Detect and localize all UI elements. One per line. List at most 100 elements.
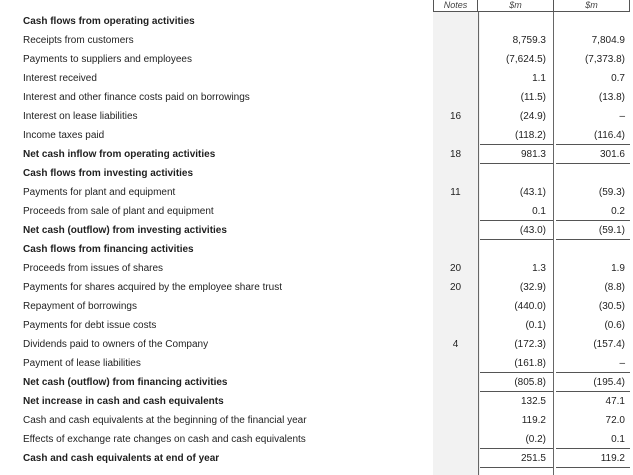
row-prior-value: (0.6) (604, 320, 625, 331)
row-current-value: (172.3) (514, 339, 546, 350)
subtotal-rule (556, 239, 630, 240)
subtotal-rule (480, 144, 553, 145)
row-prior-value: 7,804.9 (591, 35, 625, 46)
row-label: Cash flows from operating activities (23, 16, 195, 27)
row-label: Receipts from customers (23, 35, 134, 46)
row-current-value: (24.9) (519, 111, 546, 122)
row-prior-value: 119.2 (600, 453, 625, 464)
row-label: Income taxes paid (23, 130, 105, 141)
statement-row-cash-and-cash-equivalents-at-end-of-year: Cash and cash equivalents at end of year… (0, 449, 633, 468)
subtotal-rule (480, 220, 553, 221)
row-current-value: 981.3 (520, 149, 546, 160)
statement-row-interest-and-other-finance-costs-paid-on-borrowings: Interest and other finance costs paid on… (0, 88, 633, 107)
statement-row-payment-of-lease-liabilities: Payment of lease liabilities (161.8) – (0, 354, 633, 373)
statement-row-cash-flows-from-investing-activities: Cash flows from investing activities (0, 164, 633, 183)
statement-row-effects-of-exchange-rate-changes-on-cash-and-cash-equivalents: Effects of exchange rate changes on cash… (0, 430, 633, 449)
row-prior-value: – (619, 358, 625, 369)
row-prior-value: (116.4) (594, 130, 625, 141)
row-note-ref: 18 (449, 149, 462, 160)
subtotal-rule (480, 163, 553, 164)
statement-row-dividends-paid-to-owners-of-the-company: Dividends paid to owners of the Company 4… (0, 335, 633, 354)
statement-row-net-increase-in-cash-and-cash-equivalents: Net increase in cash and cash equivalent… (0, 392, 633, 411)
row-prior-value: 72.0 (605, 415, 625, 426)
statement-row-cash-flows-from-financing-activities: Cash flows from financing activities (0, 240, 633, 259)
row-label: Net cash (outflow) from financing activi… (23, 377, 228, 388)
row-prior-value: (59.3) (598, 187, 625, 198)
row-prior-value: 1.9 (611, 263, 625, 274)
notes-column-header: Notes (433, 0, 478, 12)
row-note-ref: 20 (449, 263, 462, 274)
row-prior-value: 0.7 (611, 73, 625, 84)
row-label: Proceeds from issues of shares (23, 263, 164, 274)
current-column-left-border (478, 12, 479, 475)
statement-row-payments-to-suppliers-and-employees: Payments to suppliers and employees (7,62… (0, 50, 633, 69)
prior-year-column-header: $m (554, 0, 630, 12)
row-label: Cash and cash equivalents at the beginni… (23, 415, 307, 426)
subtotal-rule (556, 220, 630, 221)
row-prior-value: (30.5) (598, 301, 625, 312)
row-prior-value: 0.2 (611, 206, 625, 217)
statement-row-net-cash-outflow-from-financing-activities: Net cash (outflow) from financing activi… (0, 373, 633, 392)
row-label: Net increase in cash and cash equivalent… (23, 396, 224, 407)
row-current-value: (118.2) (515, 130, 546, 141)
row-current-value: (440.0) (514, 301, 546, 312)
row-label: Interest received (23, 73, 97, 84)
row-current-value: (32.9) (519, 282, 546, 293)
statement-row-receipts-from-customers: Receipts from customers 8,759.3 7,804.9 (0, 31, 633, 50)
row-current-value: (11.5) (520, 92, 546, 103)
subtotal-rule (556, 372, 630, 373)
row-label: Cash and cash equivalents at end of year (23, 453, 220, 464)
row-current-value: 8,759.3 (512, 35, 546, 46)
statement-row-repayment-of-borrowings: Repayment of borrowings (440.0) (30.5) (0, 297, 633, 316)
row-label: Net cash inflow from operating activitie… (23, 149, 216, 160)
statement-row-interest-on-lease-liabilities: Interest on lease liabilities 16 (24.9) – (0, 107, 633, 126)
row-label: Payments for plant and equipment (23, 187, 176, 198)
current-column-shading (478, 12, 480, 475)
row-current-value: (43.1) (519, 187, 546, 198)
statement-row-payments-for-shares-acquired-by-the-employee-share-trust: Payments for shares acquired by the empl… (0, 278, 633, 297)
subtotal-rule (480, 391, 553, 392)
row-current-value: 119.2 (521, 415, 546, 426)
row-prior-value: – (619, 111, 625, 122)
statement-row-payments-for-debt-issue-costs: Payments for debt issue costs (0.1) (0.6) (0, 316, 633, 335)
row-prior-value: (59.1) (598, 225, 625, 236)
row-note-ref: 11 (450, 187, 461, 198)
row-prior-value: (8.8) (604, 282, 625, 293)
row-current-value: 251.5 (520, 453, 546, 464)
row-label: Dividends paid to owners of the Company (23, 339, 209, 350)
statement-row-cash-and-cash-equivalents-at-the-beginning-of-the-financial-year: Cash and cash equivalents at the beginni… (0, 411, 633, 430)
statement-row-proceeds-from-sale-of-plant-and-equipment: Proceeds from sale of plant and equipmen… (0, 202, 633, 221)
subtotal-rule (556, 391, 630, 392)
row-prior-value: 47.1 (605, 396, 625, 407)
row-label: Effects of exchange rate changes on cash… (23, 434, 306, 445)
subtotal-rule (556, 163, 630, 164)
row-current-value: (43.0) (519, 225, 546, 236)
row-prior-value: (7,373.8) (584, 54, 625, 65)
subtotal-rule (480, 448, 553, 449)
current-year-column-header: $m (478, 0, 554, 12)
statement-row-net-cash-inflow-from-operating-activities: Net cash inflow from operating activitie… (0, 145, 633, 164)
row-prior-value: 0.1 (611, 434, 625, 445)
statement-row-proceeds-from-issues-of-shares: Proceeds from issues of shares 20 1.3 1.9 (0, 259, 633, 278)
row-note-ref: 16 (449, 111, 462, 122)
row-label: Net cash (outflow) from investing activi… (23, 225, 227, 236)
row-label: Proceeds from sale of plant and equipmen… (23, 206, 214, 217)
row-label: Payments for debt issue costs (23, 320, 157, 331)
row-current-value: (7,624.5) (505, 54, 546, 65)
row-current-value: (0.2) (525, 434, 546, 445)
row-current-value: (0.1) (525, 320, 546, 331)
subtotal-rule (480, 372, 553, 373)
row-current-value: (805.8) (514, 377, 546, 388)
row-current-value: 1.1 (532, 73, 546, 84)
row-label: Repayment of borrowings (23, 301, 137, 312)
subtotal-rule (556, 144, 630, 145)
statement-row-income-taxes-paid: Income taxes paid (118.2) (116.4) (0, 126, 633, 145)
subtotal-rule (556, 448, 630, 449)
row-label: Payments for shares acquired by the empl… (23, 282, 283, 293)
row-label: Cash flows from investing activities (23, 168, 194, 179)
row-current-value: 1.3 (532, 263, 546, 274)
row-label: Interest on lease liabilities (23, 111, 138, 122)
statement-row-payments-for-plant-and-equipment: Payments for plant and equipment 11 (43.1)… (0, 183, 633, 202)
row-prior-value: (157.4) (593, 339, 625, 350)
